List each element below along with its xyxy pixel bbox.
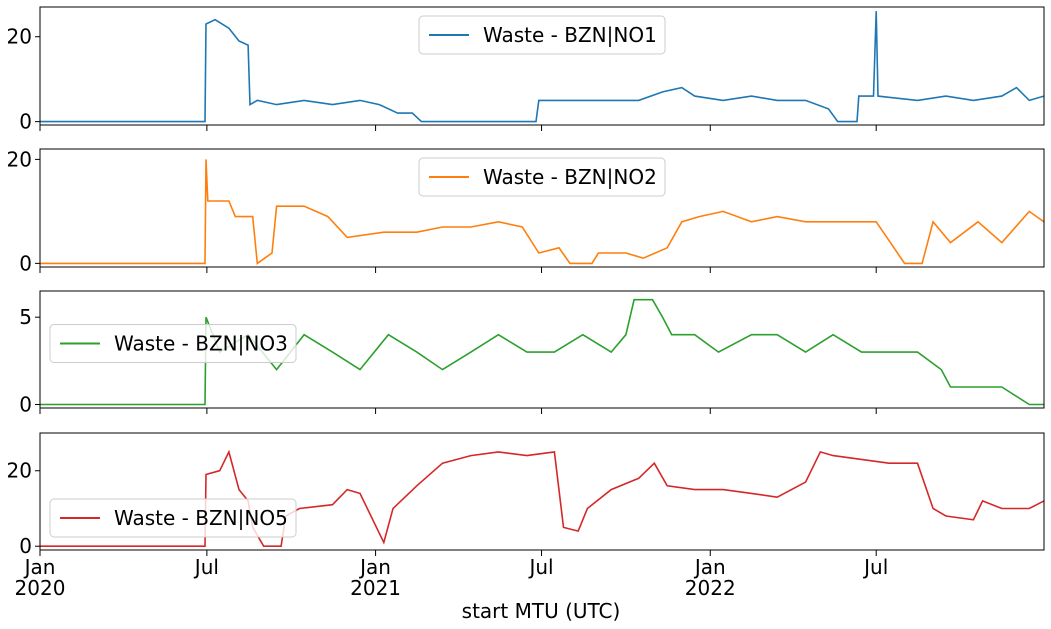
legend-label: Waste - BZN|NO1	[483, 23, 657, 47]
legend: Waste - BZN|NO3	[49, 324, 297, 363]
legend: Waste - BZN|NO1	[418, 15, 666, 55]
panel-2: 0 20 Waste - BZN|NO2	[7, 147, 1045, 275]
y-tick-label: 20	[7, 25, 32, 49]
x-tick-year-label: 2022	[685, 576, 736, 600]
x-tick-label: Jul	[193, 555, 219, 579]
y-tick-label: 20	[7, 147, 32, 171]
y-tick-label: 0	[19, 393, 32, 417]
legend-box	[418, 157, 666, 197]
panel-1: 0 20 Waste - BZN|NO1	[7, 6, 1045, 134]
legend-box	[49, 498, 297, 538]
x-tick-year-label: 2020	[15, 576, 66, 600]
x-tick-label: Jan	[23, 555, 56, 579]
panel-4: 0 20 Waste - BZN|NO5	[7, 432, 1045, 558]
y-tick-label: 0	[19, 534, 32, 558]
legend-label: Waste - BZN|NO2	[483, 165, 657, 189]
x-tick-label: Jul	[527, 555, 553, 579]
panel-3: 0 5 Waste - BZN|NO3	[19, 290, 1045, 417]
legend: Waste - BZN|NO5	[49, 498, 297, 538]
x-tick-label: Jul	[862, 555, 888, 579]
y-tick-label: 0	[19, 110, 32, 134]
x-tick-year-label: 2021	[350, 576, 401, 600]
y-tick-label: 5	[19, 305, 32, 329]
y-tick-label: 20	[7, 459, 32, 483]
legend: Waste - BZN|NO2	[418, 157, 666, 197]
x-tick-label: Jan	[358, 555, 391, 579]
legend-box	[418, 15, 666, 55]
series-line	[40, 11, 1044, 123]
x-tick-label: Jan	[693, 555, 726, 579]
x-axis-title: start MTU (UTC)	[462, 599, 621, 623]
legend-box	[49, 324, 297, 363]
series-line	[40, 159, 1044, 265]
series-line	[40, 449, 1044, 547]
legend-label: Waste - BZN|NO5	[114, 506, 288, 530]
series-line	[40, 298, 1044, 406]
y-tick-label: 0	[19, 251, 32, 275]
legend-label: Waste - BZN|NO3	[114, 332, 288, 356]
